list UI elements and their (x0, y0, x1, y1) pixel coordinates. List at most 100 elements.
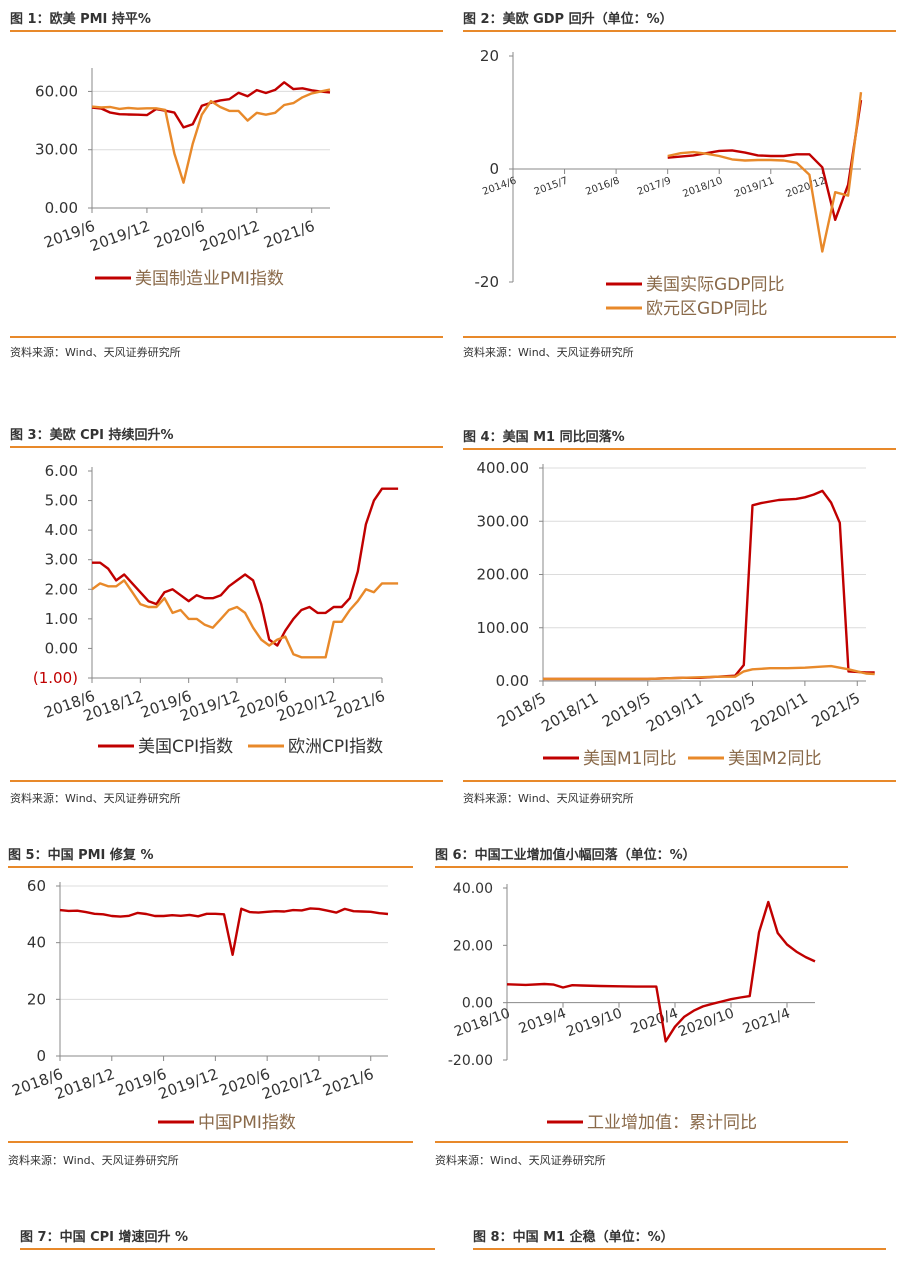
x-tick-label: 2018/10 (681, 175, 724, 200)
series-line-2 (91, 579, 399, 659)
legend-label: 美国M2同比 (728, 749, 821, 769)
figure-8-panel: 图 8：中国 M1 企稳（单位：%） (473, 1226, 886, 1256)
y-tick-label: 6.00 (45, 462, 78, 480)
x-tick-label: 2019/12 (156, 1065, 221, 1103)
y-tick-label: 300.00 (477, 512, 530, 530)
x-tick-label: 2019/6 (42, 217, 98, 252)
figure-1-panel: 图 1：欧美 PMI 持平% 0.00 30.00 60.00 2019/6 2019/… (10, 8, 443, 368)
figure-4-top-rule (463, 448, 896, 450)
y-tick-label: 0.00 (45, 639, 78, 657)
y-tick-label: 0 (489, 160, 499, 178)
figure-5-source: 资料来源：Wind、天风证券研究所 (8, 1154, 179, 1167)
y-tick-label: 4.00 (45, 521, 78, 539)
x-tick-label: 2021/4 (741, 1005, 793, 1037)
figure-3-title: 图 3：美欧 CPI 持续回升% (10, 428, 174, 443)
legend-label: 美国制造业PMI指数 (135, 269, 284, 289)
series-line-2 (543, 664, 875, 681)
y-tick-label: -20 (475, 273, 500, 291)
x-tick-label: 2019/11 (643, 689, 706, 736)
series-line-1 (91, 81, 331, 129)
figure-1-bottom-rule (10, 336, 443, 338)
y-tick-label: 3.00 (45, 551, 78, 569)
x-tick-label: 2020/6 (151, 217, 207, 252)
x-tick-label: 2020/12 (785, 175, 828, 200)
series-line-1 (59, 907, 389, 957)
x-tick-label: 2019/11 (733, 175, 776, 200)
figure-4-bottom-rule (463, 780, 896, 782)
y-tick-label: -20.00 (448, 1053, 493, 1069)
x-tick-label: 2020/12 (197, 217, 262, 255)
y-tick-label: 30.00 (35, 141, 78, 159)
legend-label: 欧洲CPI指数 (288, 737, 383, 757)
series-line-1 (92, 487, 399, 647)
figure-3-panel: 图 3：美欧 CPI 持续回升% (1.00) 0.00 1.00 2.00 3.00 4… (10, 424, 443, 814)
x-tick-label: 2015/7 (533, 175, 570, 197)
x-tick-label: 2020/10 (676, 1005, 736, 1040)
figure-1-title: 图 1：欧美 PMI 持平% (10, 12, 151, 27)
figure-6-panel: 图 6：中国工业增加值小幅回落（单位：%） -20.00 0.00 20.00 40.… (435, 844, 848, 1174)
figure-2-panel: 图 2：美欧 GDP 回升（单位：%） -20 0 20 2014/6 2015/7 20… (463, 8, 896, 368)
figure-4-source: 资料来源：Wind、天风证券研究所 (463, 792, 634, 805)
figure-2-title: 图 2：美欧 GDP 回升（单位：%） (463, 12, 673, 27)
figure-5-panel: 图 5：中国 PMI 修复 % 0 20 40 60 2018/6 2018/12 2019… (8, 844, 413, 1174)
x-tick-label: 2021/6 (261, 217, 317, 252)
figure-4-title: 图 4：美国 M1 同比回落% (463, 430, 625, 445)
series-line-1 (543, 489, 875, 681)
figure-3-chart: (1.00)0.001.002.003.004.005.006.002018/6… (33, 462, 399, 757)
figure-4-chart: 0.00100.00200.00300.00400.002018/52018/1… (477, 459, 875, 769)
y-tick-label: 5.00 (45, 492, 78, 510)
y-tick-label: 100.00 (477, 619, 530, 637)
figure-4-panel: 图 4：美国 M1 同比回落% 0.00 100.00 200.00 300.00 40… (463, 426, 896, 816)
figure-7-title: 图 7：中国 CPI 增速回升 % (20, 1230, 189, 1245)
y-tick-label: 20 (27, 990, 46, 1008)
figure-2-top-rule (463, 30, 896, 32)
x-tick-label: 2016/8 (584, 175, 621, 197)
figure-6-source: 资料来源：Wind、天风证券研究所 (435, 1154, 606, 1167)
y-tick-label: (1.00) (33, 669, 78, 687)
legend-label: 美国实际GDP同比 (646, 275, 785, 295)
x-tick-label: 2018/11 (538, 689, 601, 736)
figure-6-top-rule (435, 866, 848, 868)
figure-5-title: 图 5：中国 PMI 修复 % (8, 848, 154, 863)
figure-6-title: 图 6：中国工业增加值小幅回落（单位：%） (435, 848, 696, 863)
figure-2-source: 资料来源：Wind、天风证券研究所 (463, 346, 634, 359)
y-tick-label: 20.00 (453, 938, 493, 954)
x-tick-label: 2017/9 (636, 175, 673, 197)
y-tick-label: 60.00 (35, 82, 78, 100)
x-tick-label: 2020/12 (260, 1065, 325, 1103)
x-tick-label: 2021/6 (332, 687, 388, 722)
figure-1-top-rule (10, 30, 443, 32)
legend-label: 工业增加值：累计同比 (587, 1113, 757, 1133)
figure-8-top-rule (473, 1248, 886, 1250)
figure-7-panel: 图 7：中国 CPI 增速回升 % (20, 1226, 435, 1256)
series-line-1 (667, 99, 863, 222)
legend-label: 美国CPI指数 (138, 737, 233, 757)
figure-7-top-rule (20, 1248, 435, 1250)
x-tick-label: 2018/12 (52, 1065, 117, 1103)
figure-5-top-rule (8, 866, 413, 868)
figure-6-bottom-rule (435, 1141, 848, 1143)
legend-label: 中国PMI指数 (198, 1113, 296, 1133)
figure-3-top-rule (10, 446, 443, 448)
figure-2-bottom-rule (463, 336, 896, 338)
x-tick-label: 2019/12 (88, 217, 153, 255)
legend-label: 美国M1同比 (583, 749, 676, 769)
y-tick-label: 0.00 (45, 199, 78, 217)
x-tick-label: 2021/5 (809, 689, 864, 731)
x-tick-label: 2021/6 (320, 1065, 376, 1100)
y-tick-label: 0 (36, 1047, 46, 1065)
series-line-2 (667, 92, 863, 253)
y-tick-label: 400.00 (477, 459, 530, 477)
y-tick-label: 40.00 (453, 881, 493, 897)
y-tick-label: 20 (480, 47, 499, 65)
y-tick-label: 200.00 (477, 566, 530, 584)
figure-8-title: 图 8：中国 M1 企稳（单位：%） (473, 1230, 674, 1245)
series-line-2 (91, 88, 331, 184)
figure-3-source: 资料来源：Wind、天风证券研究所 (10, 792, 181, 805)
x-tick-label: 2019/10 (564, 1005, 624, 1040)
y-tick-label: 2.00 (45, 580, 78, 598)
y-tick-label: 0.00 (462, 996, 493, 1012)
